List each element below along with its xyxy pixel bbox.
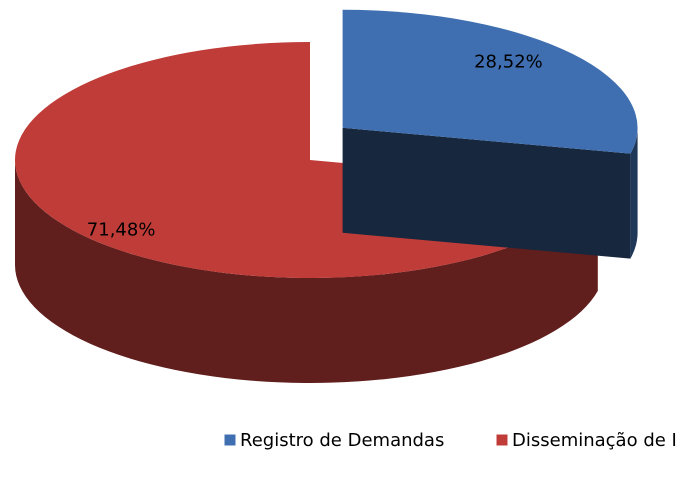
data-label: 71,48%	[87, 219, 156, 240]
legend-swatch	[223, 433, 237, 447]
pie-slice-face	[342, 127, 631, 259]
legend-label: Disseminação de Informação	[512, 430, 678, 451]
legend-swatch	[495, 433, 509, 447]
pie-slice-side	[15, 160, 598, 383]
data-label: 28,52%	[474, 52, 543, 73]
legend-label: Registro de Demandas	[240, 430, 444, 451]
pie-slice-side	[630, 127, 638, 259]
pie-slice	[342, 9, 638, 154]
